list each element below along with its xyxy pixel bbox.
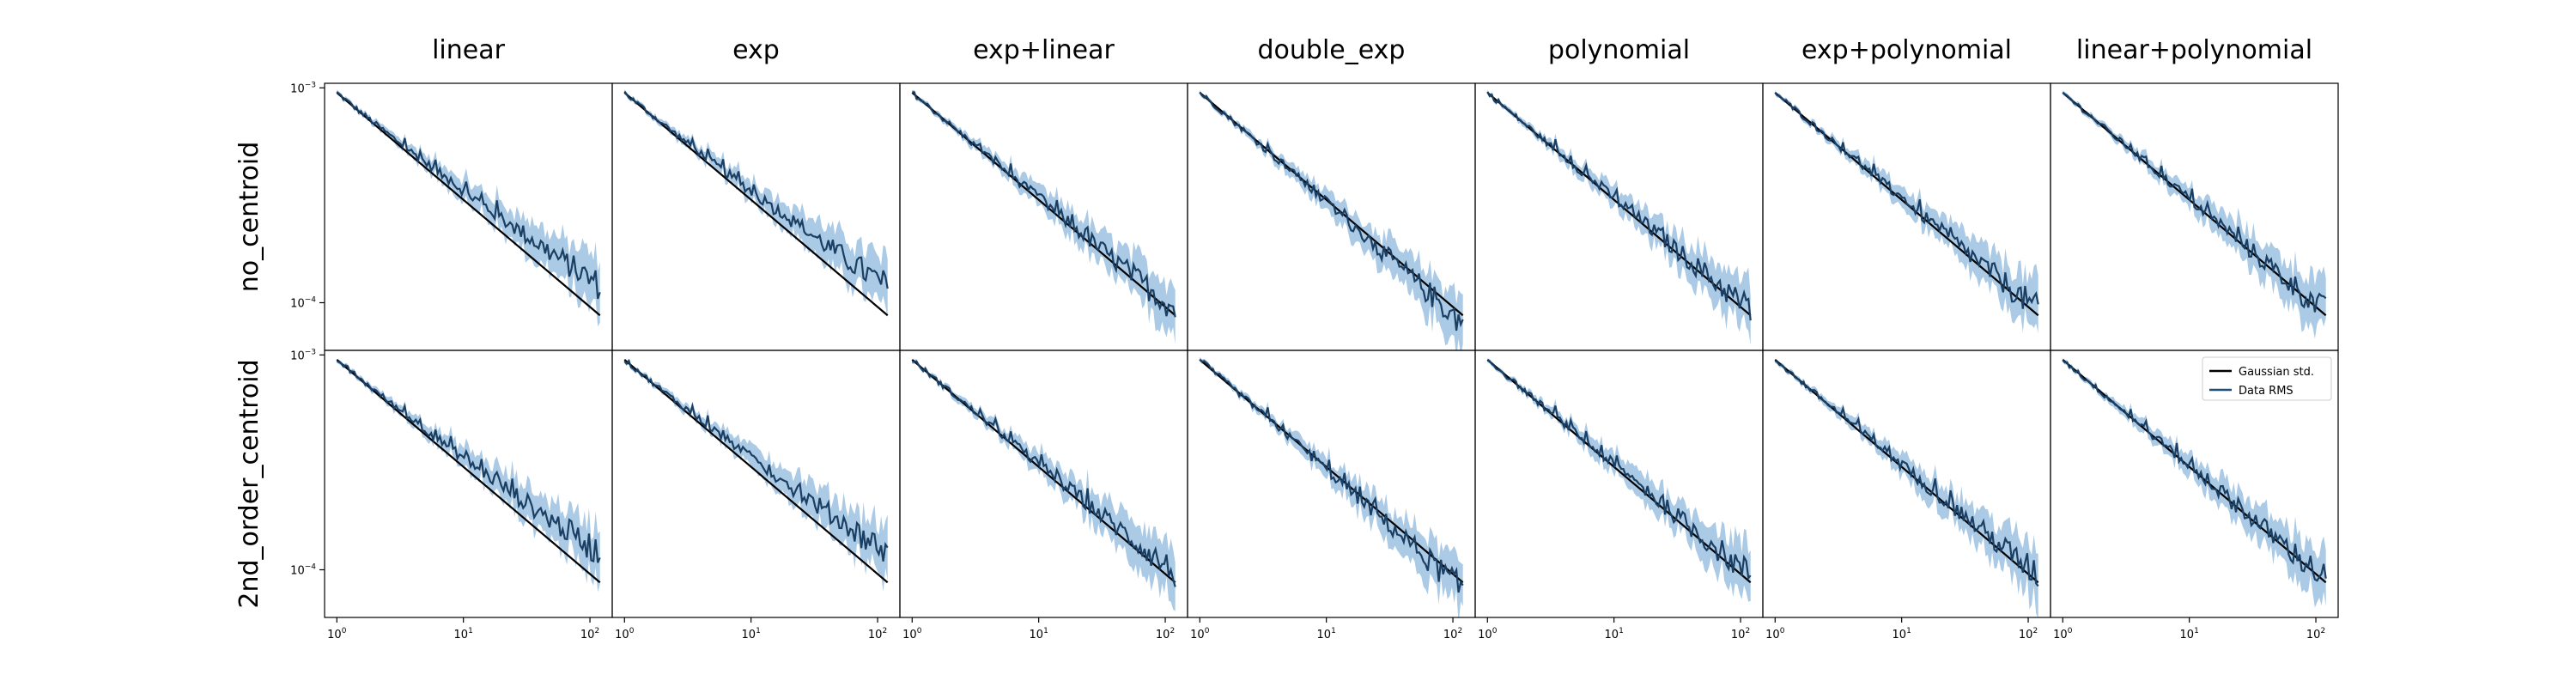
data-rms-line	[1774, 360, 2039, 587]
panel-2nd_order_centroid-polynomial: 100 101 102	[1474, 350, 1764, 641]
x-tick-label: 102	[1443, 627, 1462, 641]
column-title: double_exp	[1258, 35, 1406, 65]
data-rms-error-band	[1200, 356, 1463, 617]
gaussian-std-line	[1486, 359, 1752, 584]
data-rms-error-band	[1775, 358, 2038, 617]
gaussian-std-line	[336, 92, 601, 317]
gaussian-std-line	[336, 359, 601, 584]
y-tick-label: 10−4	[290, 562, 316, 577]
column-title: polynomial	[1548, 35, 1690, 65]
axes-frame	[611, 82, 901, 351]
panel-no_centroid-exp+linear	[899, 82, 1188, 351]
panel-2nd_order_centroid-linear+polynomial: 100 101 102	[2050, 350, 2339, 641]
column-title: linear+polynomial	[2076, 35, 2312, 65]
gaussian-std-line	[623, 359, 889, 584]
data-rms-error-band	[912, 89, 1176, 344]
data-rms-error-band	[2063, 90, 2326, 339]
panel-no_centroid-linear: 10−4 10−3	[290, 81, 613, 351]
x-tick-label: 100	[615, 627, 635, 641]
data-rms-line	[623, 90, 889, 289]
axes-frame	[2050, 82, 2339, 351]
x-tick-label: 100	[1190, 627, 1210, 641]
axes-frame	[2050, 350, 2339, 618]
axes-frame	[611, 350, 901, 618]
data-rms-error-band	[2063, 358, 2326, 608]
x-tick-label: 102	[868, 627, 887, 641]
panel-no_centroid-linear+polynomial	[2050, 82, 2339, 351]
axes-frame	[324, 82, 613, 351]
x-tick-label: 100	[2053, 627, 2073, 641]
row-label: 2nd_order_centroid	[234, 359, 264, 608]
legend-label: Data RMS	[2239, 385, 2293, 398]
data-rms-line	[336, 360, 601, 563]
panel-no_centroid-double_exp	[1187, 82, 1476, 351]
gaussian-std-line	[623, 92, 889, 317]
x-tick-label: 101	[1030, 627, 1048, 641]
legend-box	[2202, 356, 2332, 401]
data-rms-error-band	[1487, 89, 1751, 345]
data-rms-line	[1486, 91, 1752, 321]
legend-label: Gaussian std.	[2239, 366, 2314, 379]
x-tick-label: 100	[1478, 627, 1498, 641]
row-label: no_centroid	[234, 142, 264, 293]
panel-2nd_order_centroid-linear: 100 101 102 10−4 10−3	[290, 348, 613, 641]
panel-2nd_order_centroid-exp+linear: 100 101 102	[899, 350, 1188, 641]
column-title: linear	[432, 35, 506, 65]
panel-no_centroid-polynomial	[1474, 82, 1764, 351]
data-rms-error-band	[624, 358, 888, 592]
panel-no_centroid-exp+polynomial	[1762, 82, 2051, 351]
legend: Gaussian std. Data RMS	[2202, 356, 2332, 401]
data-rms-line	[912, 91, 1176, 318]
x-tick-label: 101	[1317, 627, 1336, 641]
x-tick-label: 101	[2180, 627, 2199, 641]
column-title: exp+polynomial	[1801, 35, 2012, 65]
data-rms-line	[2062, 359, 2327, 582]
x-tick-label: 102	[2019, 627, 2038, 641]
data-rms-line	[1486, 359, 1752, 581]
data-rms-line	[1774, 92, 2039, 309]
data-rms-line	[1199, 358, 1464, 593]
panel-no_centroid-exp	[611, 82, 901, 351]
column-title: exp	[732, 35, 780, 65]
panel-2nd_order_centroid-exp+polynomial: 100 101 102	[1762, 350, 2051, 641]
x-tick-label: 101	[454, 627, 473, 641]
x-tick-label: 102	[580, 627, 599, 641]
x-tick-label: 102	[1156, 627, 1175, 641]
gaussian-std-line	[1774, 359, 2039, 584]
data-rms-line	[336, 91, 601, 300]
x-tick-label: 101	[742, 627, 761, 641]
data-rms-line	[912, 360, 1176, 587]
column-title: exp+linear	[973, 35, 1115, 65]
panel-2nd_order_centroid-exp: 100 101 102	[611, 350, 901, 641]
y-tick-label: 10−4	[290, 295, 316, 310]
x-tick-label: 101	[1893, 627, 1911, 641]
data-rms-error-band	[1200, 89, 1463, 350]
axes-frame	[324, 350, 613, 618]
panel-2nd_order_centroid-double_exp: 100 101 102	[1187, 350, 1476, 641]
data-rms-error-band	[912, 359, 1176, 611]
y-tick-label: 10−3	[290, 81, 316, 95]
x-tick-label: 102	[1731, 627, 1750, 641]
data-rms-error-band	[337, 358, 600, 593]
y-tick-label: 10−3	[290, 348, 316, 362]
x-tick-label: 102	[2306, 627, 2325, 641]
x-tick-label: 100	[327, 627, 347, 641]
data-rms-line	[623, 358, 889, 562]
x-tick-label: 101	[1605, 627, 1624, 641]
data-rms-line	[1199, 91, 1464, 331]
data-rms-line	[2062, 91, 2327, 313]
x-tick-label: 100	[1765, 627, 1785, 641]
x-tick-label: 100	[902, 627, 922, 641]
data-rms-error-band	[1487, 358, 1751, 602]
